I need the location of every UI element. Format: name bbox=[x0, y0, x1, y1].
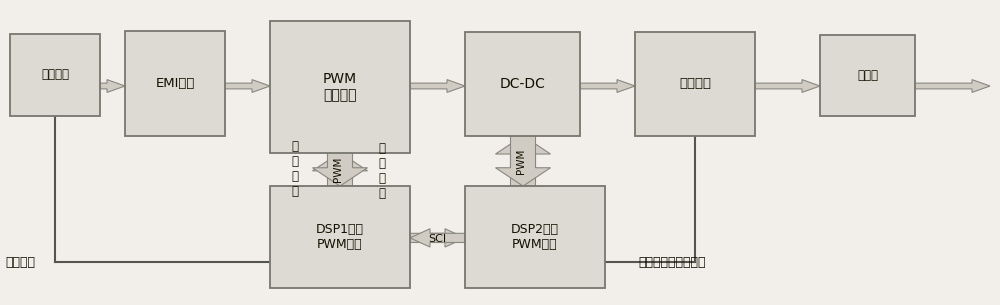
FancyArrow shape bbox=[496, 136, 550, 186]
FancyArrow shape bbox=[410, 229, 465, 247]
FancyArrow shape bbox=[755, 80, 820, 92]
Bar bbox=[820, 35, 915, 116]
Text: SCI: SCI bbox=[428, 234, 446, 243]
FancyArrow shape bbox=[410, 229, 465, 247]
Text: DSP2控制
PWM输出: DSP2控制 PWM输出 bbox=[511, 223, 559, 251]
Text: 三相电网: 三相电网 bbox=[41, 68, 69, 81]
FancyArrow shape bbox=[496, 136, 550, 186]
FancyArrow shape bbox=[410, 80, 465, 92]
Bar bbox=[635, 32, 755, 136]
Text: PWM
整流逆变: PWM 整流逆变 bbox=[323, 72, 357, 102]
Text: 电池侧: 电池侧 bbox=[857, 69, 878, 82]
Bar bbox=[270, 186, 410, 288]
Text: PWM: PWM bbox=[333, 156, 343, 182]
Bar bbox=[10, 34, 100, 116]
FancyArrow shape bbox=[915, 80, 990, 92]
Text: 共模输出: 共模输出 bbox=[679, 77, 711, 90]
Text: 输入电压: 输入电压 bbox=[5, 256, 35, 269]
Bar bbox=[465, 32, 580, 136]
Bar bbox=[465, 186, 605, 288]
FancyArrow shape bbox=[580, 80, 635, 92]
FancyArrow shape bbox=[312, 152, 368, 186]
FancyArrow shape bbox=[100, 80, 125, 92]
Text: PWM: PWM bbox=[516, 148, 526, 174]
FancyArrow shape bbox=[225, 80, 270, 92]
Text: EMI滤波: EMI滤波 bbox=[155, 77, 195, 90]
Text: DC-DC: DC-DC bbox=[500, 77, 545, 91]
Text: 输出电压与输出电流: 输出电压与输出电流 bbox=[638, 256, 706, 269]
FancyArrow shape bbox=[312, 152, 368, 186]
Text: DSP1控制
PWM输出: DSP1控制 PWM输出 bbox=[316, 223, 364, 251]
Text: 输
入
电
流: 输 入 电 流 bbox=[292, 140, 298, 198]
Text: 输
出
电
压: 输 出 电 压 bbox=[378, 142, 386, 200]
Bar bbox=[125, 30, 225, 136]
Bar bbox=[270, 21, 410, 152]
